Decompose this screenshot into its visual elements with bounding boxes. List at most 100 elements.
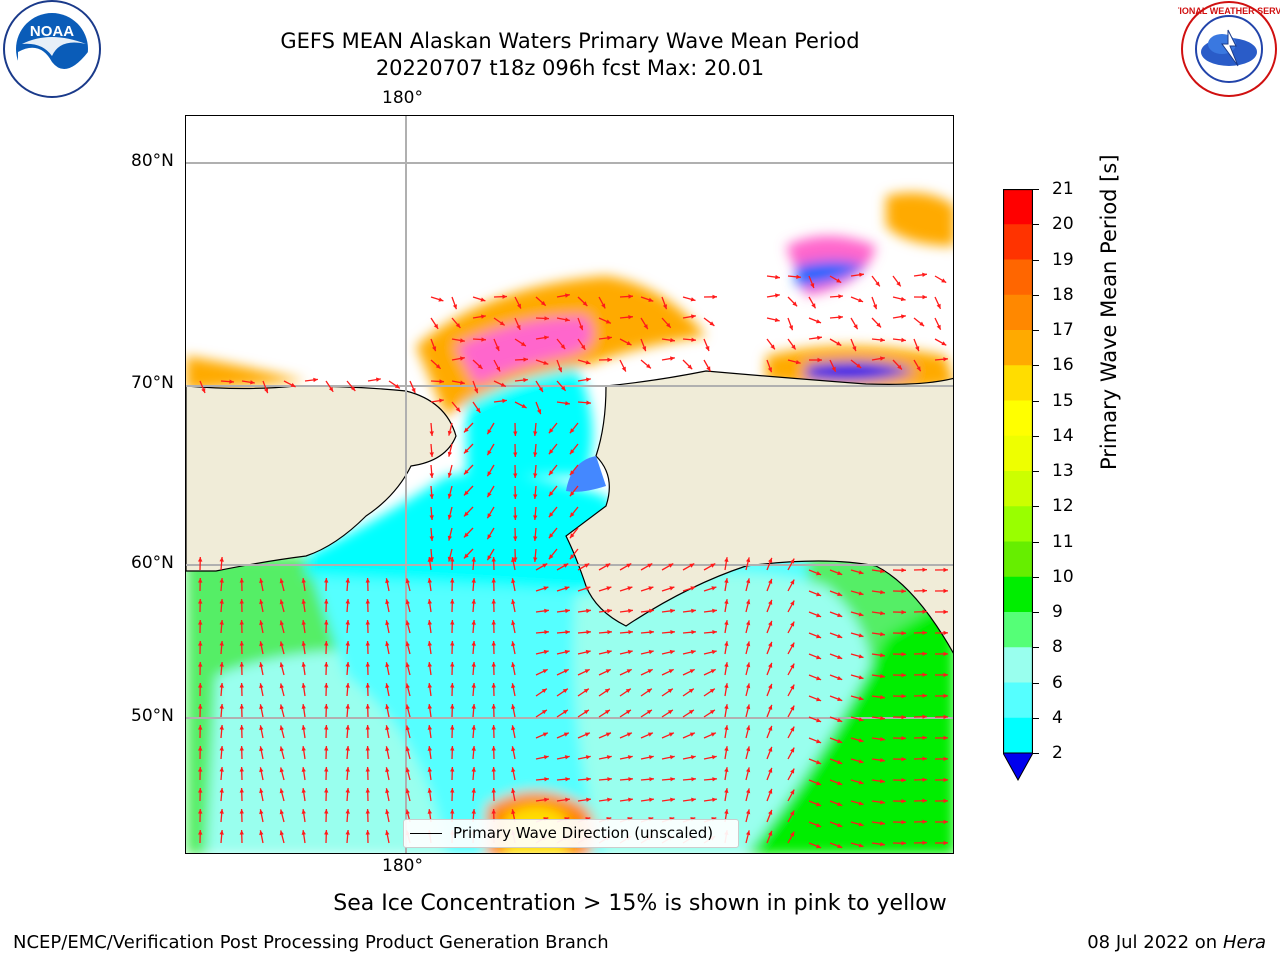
- wave-arrow-head: [584, 669, 590, 674]
- wave-arrow-head: [365, 830, 370, 835]
- wave-arrow-head: [471, 641, 476, 646]
- wave-arrow-head: [768, 662, 773, 668]
- wave-arrow-head: [198, 704, 203, 709]
- wave-arrow-head: [365, 767, 370, 772]
- wave-arrow-head: [943, 693, 948, 699]
- wave-arrow-head: [427, 788, 432, 793]
- wave-arrow-head: [537, 409, 542, 415]
- wave-arrow-head: [563, 669, 569, 674]
- wave-arrow-head: [647, 563, 653, 568]
- wave-arrow-head: [691, 314, 696, 319]
- wave-arrow-head: [345, 725, 350, 730]
- wave-arrow-head: [324, 662, 329, 667]
- wave-arrow-head: [385, 620, 390, 626]
- wave-arrow-head: [796, 274, 801, 279]
- wave-arrow-head: [279, 620, 284, 626]
- wave-arrow-head: [565, 797, 570, 802]
- wave-arrow-head: [427, 557, 432, 562]
- wave-arrow-head: [837, 571, 843, 575]
- wave-arrow-head: [601, 303, 606, 309]
- wave-arrow-head: [511, 767, 516, 773]
- wave-arrow-head: [583, 688, 589, 693]
- wave-arrow-head: [219, 725, 224, 730]
- wave-arrow-head: [405, 809, 410, 815]
- wave-arrow-head: [626, 563, 632, 568]
- wave-arrow-head: [690, 649, 696, 655]
- wave-arrow-head: [943, 735, 948, 741]
- wave-arrow-head: [943, 651, 948, 657]
- wave-arrow-head: [901, 757, 906, 762]
- wave-arrow-head: [691, 630, 696, 635]
- wave-arrow-head: [858, 780, 864, 785]
- wave-arrow-head: [816, 802, 822, 807]
- wave-arrow-head: [511, 746, 516, 752]
- wave-arrow-head: [768, 683, 773, 689]
- wave-arrow-head: [411, 387, 416, 393]
- wave-arrow-head: [429, 536, 434, 541]
- wave-arrow-head: [564, 649, 570, 655]
- wave-arrow-head: [880, 716, 885, 721]
- wave-arrow-head: [767, 367, 772, 373]
- wave-arrow-head: [943, 798, 948, 804]
- wave-arrow-head: [324, 704, 329, 709]
- wave-arrow-head: [548, 512, 554, 518]
- wave-arrow-head: [543, 649, 549, 655]
- wave-arrow-head: [481, 337, 486, 342]
- wave-arrow-head: [471, 725, 476, 730]
- wave-arrow-head: [543, 755, 549, 760]
- wave-arrow-head: [746, 788, 751, 794]
- lat-label-60: 60°N: [131, 553, 174, 573]
- wave-arrow-head: [880, 653, 885, 658]
- wave-arrow-head: [561, 385, 566, 391]
- wave-arrow-head: [816, 697, 822, 702]
- wave-arrow-head: [768, 767, 773, 773]
- wave-arrow-head: [768, 620, 773, 626]
- wave-arrow-head: [858, 759, 864, 764]
- wave-arrow-head: [450, 788, 455, 793]
- wave-arrow-head: [790, 579, 795, 585]
- wave-arrow-head: [649, 797, 654, 802]
- wave-arrow-head: [540, 301, 546, 306]
- wave-arrow-head: [471, 599, 476, 604]
- wave-arrow-head: [279, 641, 284, 647]
- wave-arrow-head: [239, 725, 244, 730]
- wave-arrow-head: [687, 364, 693, 370]
- wave-arrow-head: [427, 662, 432, 667]
- wave-arrow-head: [345, 809, 350, 814]
- colorbar-tick-label: 10: [1052, 566, 1074, 587]
- wave-arrow-head: [429, 494, 434, 499]
- map-title: GEFS MEAN Alaskan Waters Primary Wave Me…: [280, 29, 860, 53]
- wave-arrow-head: [605, 563, 611, 568]
- wave-arrow-head: [511, 704, 516, 710]
- wave-arrow-head: [901, 694, 906, 699]
- wave-arrow-head: [477, 364, 483, 369]
- wave-arrow-head: [670, 797, 675, 802]
- wave-arrow-head: [239, 578, 244, 583]
- wave-arrow-head: [586, 630, 591, 635]
- wave-arrow-head: [460, 356, 465, 361]
- wave-arrow-head: [768, 725, 773, 731]
- wave-arrow-head: [768, 809, 773, 815]
- wave-arrow-head: [626, 669, 632, 674]
- wave-arrow-head: [626, 732, 632, 737]
- wave-arrow-head: [565, 401, 570, 406]
- wave-arrow-head: [474, 388, 478, 394]
- wave-arrow-head: [464, 490, 469, 496]
- wave-arrow-head: [837, 634, 843, 638]
- wave-arrow-head: [544, 608, 549, 614]
- wave-arrow-head: [669, 649, 675, 655]
- wave-arrow-head: [746, 767, 751, 773]
- wave-arrow-head: [569, 449, 575, 455]
- wave-arrow-head: [901, 337, 906, 343]
- wave-arrow-head: [427, 704, 432, 709]
- wave-arrow-head: [647, 732, 653, 737]
- wave-arrow-head: [943, 609, 948, 615]
- wave-arrow-head: [710, 563, 716, 568]
- wave-arrow-head: [365, 599, 370, 604]
- wave-arrow-head: [198, 683, 203, 688]
- colorbar-swatch: [1003, 224, 1033, 260]
- colorbar-tick-mark: [1033, 647, 1039, 649]
- wave-arrow-head: [858, 591, 864, 596]
- wave-arrow-head: [836, 341, 842, 346]
- wave-arrow-head: [491, 683, 496, 688]
